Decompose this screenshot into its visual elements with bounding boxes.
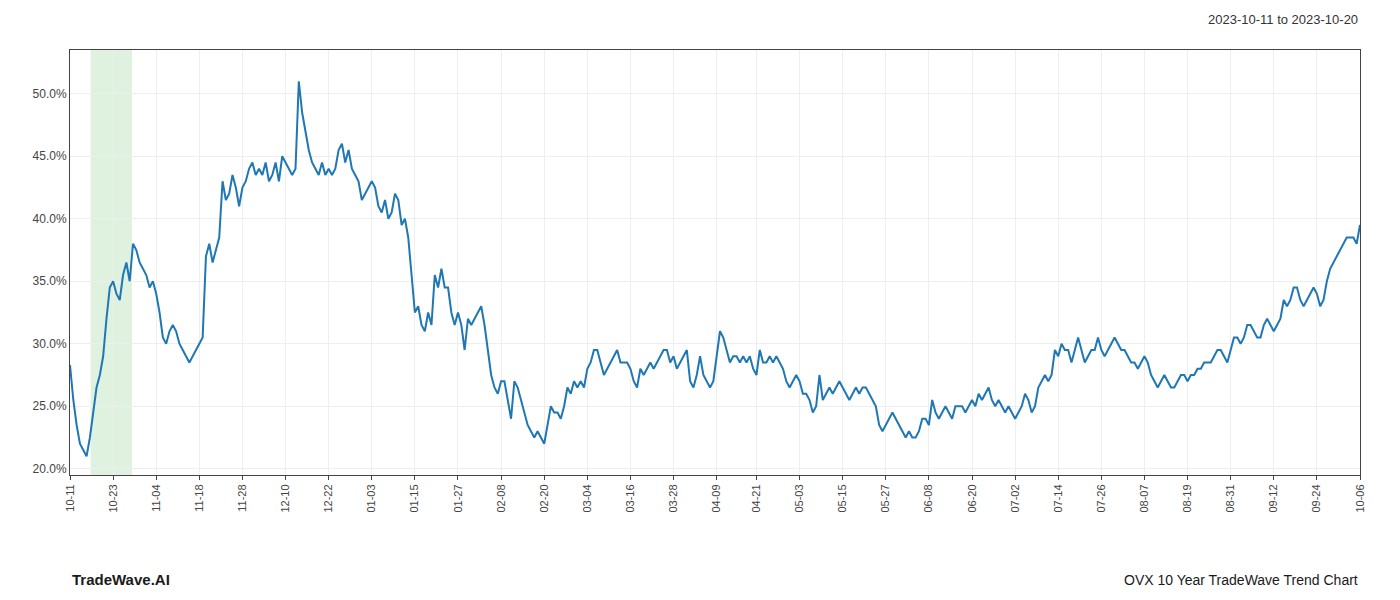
svg-text:07-14: 07-14 <box>1052 484 1064 512</box>
svg-text:30.0%: 30.0% <box>33 337 67 351</box>
svg-text:11-04: 11-04 <box>150 484 162 511</box>
svg-text:07-02: 07-02 <box>1009 484 1021 512</box>
svg-text:05-03: 05-03 <box>793 484 805 512</box>
svg-text:03-04: 03-04 <box>581 484 593 512</box>
svg-text:01-27: 01-27 <box>452 484 464 512</box>
svg-text:06-20: 06-20 <box>966 484 978 512</box>
svg-text:10-06: 10-06 <box>1354 484 1366 512</box>
svg-text:02-08: 02-08 <box>495 484 507 512</box>
svg-text:05-27: 05-27 <box>879 484 891 512</box>
svg-text:08-31: 08-31 <box>1224 484 1236 512</box>
svg-text:09-24: 09-24 <box>1310 484 1322 512</box>
svg-text:07-26: 07-26 <box>1095 484 1107 512</box>
svg-text:12-22: 12-22 <box>322 484 334 512</box>
svg-text:01-15: 01-15 <box>408 484 420 512</box>
svg-text:2023-10-11 to 2023-10-20: 2023-10-11 to 2023-10-20 <box>1208 12 1358 27</box>
svg-text:06-08: 06-08 <box>922 484 934 512</box>
svg-text:50.0%: 50.0% <box>33 87 67 101</box>
svg-text:25.0%: 25.0% <box>33 399 67 413</box>
svg-text:10-23: 10-23 <box>107 484 119 512</box>
svg-text:04-21: 04-21 <box>750 484 762 512</box>
svg-text:45.0%: 45.0% <box>33 149 67 163</box>
svg-text:12-10: 12-10 <box>279 484 291 512</box>
svg-text:03-16: 03-16 <box>624 484 636 512</box>
svg-text:08-07: 08-07 <box>1138 484 1150 512</box>
svg-text:20.0%: 20.0% <box>33 462 67 476</box>
svg-text:40.0%: 40.0% <box>33 212 67 226</box>
svg-text:11-28: 11-28 <box>236 484 248 511</box>
svg-text:03-28: 03-28 <box>667 484 679 512</box>
svg-text:02-20: 02-20 <box>538 484 550 512</box>
svg-text:05-15: 05-15 <box>836 484 848 512</box>
svg-text:08-19: 08-19 <box>1181 484 1193 512</box>
svg-text:10-11: 10-11 <box>64 484 76 511</box>
svg-text:OVX 10 Year TradeWave Trend Ch: OVX 10 Year TradeWave Trend Chart <box>1124 572 1358 588</box>
svg-text:TradeWave.AI: TradeWave.AI <box>72 571 170 588</box>
svg-text:09-12: 09-12 <box>1267 484 1279 512</box>
svg-text:11-18: 11-18 <box>193 484 205 511</box>
svg-text:04-09: 04-09 <box>710 484 722 512</box>
svg-text:35.0%: 35.0% <box>33 274 67 288</box>
svg-text:01-03: 01-03 <box>365 484 377 512</box>
